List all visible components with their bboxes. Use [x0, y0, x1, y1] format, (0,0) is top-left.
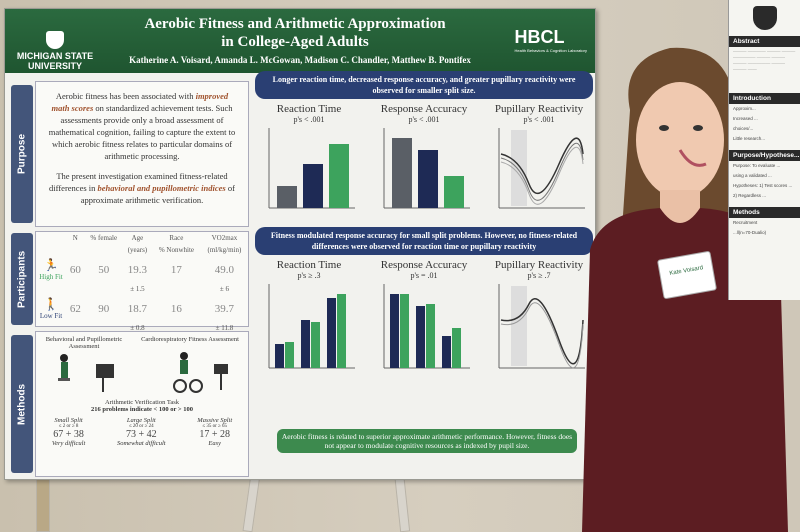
accuracy-bars-1	[383, 128, 470, 209]
participants-tab: Participants	[11, 233, 33, 325]
university-name: MICHIGAN STATE UNIVERSITY	[16, 51, 94, 71]
poster-title: Aerobic Fitness and Arithmetic Approxima…	[125, 15, 465, 51]
poster-header: MICHIGAN STATE UNIVERSITY Aerobic Fitnes…	[5, 9, 595, 73]
intro-line-3: choices/...	[733, 126, 754, 131]
pupil-lines-1	[498, 128, 585, 209]
poster-authors: Katherine A. Voisard, Amanda L. McGowan,…	[129, 55, 471, 65]
intro-line-4: Little research...	[733, 136, 766, 141]
abstract-header: Abstract	[729, 36, 800, 47]
results-banner-1: Longer reaction time, decreased response…	[255, 71, 593, 99]
methods-header: Methods	[729, 207, 800, 218]
spartan-helmet-icon	[46, 31, 64, 49]
purpose-paragraph-1: Aerobic fitness has been associated with…	[48, 91, 236, 161]
abstract-text: ——— ———— ——— ——— ————— ——— ——— ——— —————…	[733, 49, 796, 72]
research-poster: MICHIGAN STATE UNIVERSITY Aerobic Fitnes…	[4, 8, 596, 480]
split-massive: Massive Split ≤ 35 or ≥ 65 17 + 28 Easy	[197, 417, 233, 447]
intro-line-2: Increased ...	[733, 116, 758, 121]
msu-logo: MICHIGAN STATE UNIVERSITY	[15, 31, 95, 71]
purpose-line-2: using a validated ...	[733, 173, 772, 178]
assessment-2-label: Cardiorespiratory Fitness Assessment	[141, 336, 239, 343]
spartan-icon	[752, 6, 777, 30]
lab-subtitle: Health Behaviors & Cognition Laboratory	[514, 48, 588, 53]
accuracy-chart-2: Response Accuracy p's = .01	[370, 259, 478, 385]
rt-chart-1: Reaction Time p's < .001	[255, 103, 363, 221]
title-line-1: Aerobic Fitness and Arithmetic Approxima…	[144, 16, 446, 32]
split-large: Large Split ≤ 20 or ≥ 24 73 + 42 Somewha…	[116, 417, 166, 447]
rt-bars-1	[268, 128, 355, 209]
purpose-header: Purpose/Hypothese...	[729, 150, 800, 161]
results-banner-2: Fitness modulated response accuracy for …	[255, 227, 593, 255]
methods-tab: Methods	[11, 335, 33, 473]
pupil-lines-2	[498, 284, 585, 369]
assessment-1-label: Behavioral and Pupillometric Assessment	[45, 336, 123, 350]
purpose-line-1: Purpose: To evaluate ...	[733, 163, 781, 168]
purpose-line-3: Hypotheses: 1) Test scores ...	[733, 183, 793, 188]
rt-chart-2: Reaction Time p's ≥ .3	[255, 259, 363, 385]
pupil-chart-2: Pupillary Reactivity p's ≥ .7	[485, 259, 593, 385]
results-row-1: Reaction Time p's < .001 Response Accura…	[255, 103, 593, 221]
walker-icon: 🚶	[43, 297, 59, 311]
rt-bars-2	[268, 284, 355, 369]
neighbor-poster: Abstract ——— ———— ——— ——— ————— ——— ——— …	[728, 0, 800, 300]
lab-name: HBCL	[514, 27, 565, 47]
pupil-chart-1: Pupillary Reactivity p's < .001	[485, 103, 593, 221]
results-row-2: Reaction Time p's ≥ .3 Response Accuracy…	[255, 259, 593, 385]
results-area: Longer reaction time, decreased response…	[255, 71, 593, 385]
methods-line-1: Recruitment	[733, 220, 758, 225]
hbcl-logo: HBCL Health Behaviors & Cognition Labora…	[515, 27, 588, 53]
purpose-panel: Aerobic fitness has been associated with…	[35, 81, 249, 227]
low-fit-row: 🚶 Low Fit 62 90 18.7 16 39.7	[39, 297, 235, 320]
participants-table: N % female Age Race VO2max (years)% Nonw…	[36, 232, 248, 334]
methods-illustration	[58, 352, 228, 393]
methods-panel: Behavioral and Pupillometric Assessment …	[35, 331, 249, 477]
introduction-header: Introduction	[729, 93, 800, 104]
conclusion-banner: Aerobic fitness is related to superior a…	[277, 429, 577, 453]
title-line-2: in College-Aged Adults	[221, 34, 369, 50]
purpose-line-4: 2) Regardless ...	[733, 193, 767, 198]
high-fit-row: 🏃 High Fit 60 50 19.3 17 49.0	[39, 258, 235, 281]
task-title: Arithmetic Verification Task	[104, 399, 180, 406]
runner-icon: 🏃	[43, 258, 59, 272]
split-small: Small Split ≤ 2 or ≥ 8 67 + 38 Very diff…	[51, 417, 86, 447]
purpose-paragraph-2: The present investigation examined fitne…	[49, 171, 235, 205]
methods-line-2: ...ll(n=70-Dualio)	[733, 230, 767, 235]
accuracy-bars-2	[383, 284, 470, 369]
purpose-tab: Purpose	[11, 85, 33, 223]
accuracy-chart-1: Response Accuracy p's < .001	[370, 103, 478, 221]
participants-panel: N % female Age Race VO2max (years)% Nonw…	[35, 231, 249, 332]
purpose-text: Aerobic fitness has been associated with…	[36, 82, 248, 222]
intro-line-1: Approxim...	[733, 106, 756, 111]
task-subtitle: 216 problems indicate < 100 or > 100	[91, 406, 193, 413]
